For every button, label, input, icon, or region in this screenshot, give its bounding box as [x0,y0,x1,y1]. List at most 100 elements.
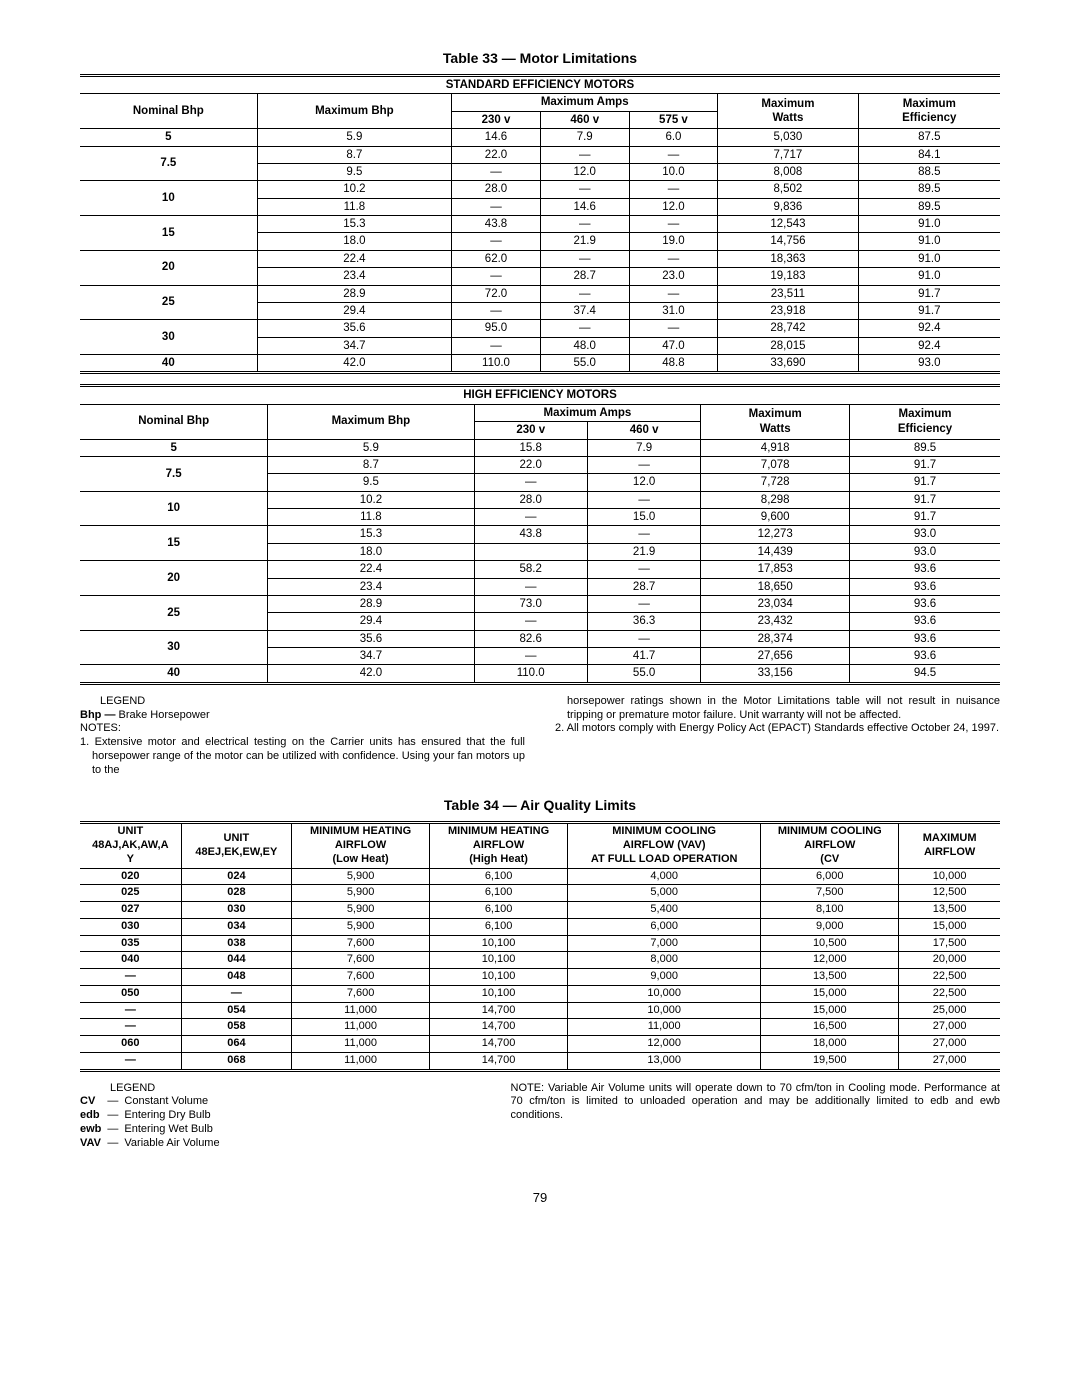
table33-title: Table 33 — Motor Limitations [80,50,1000,66]
legend33: LEGEND Bhp — Brake Horsepower NOTES: 1. … [80,695,1000,778]
nominal-bhp-cell: 30 [80,320,257,355]
table-cell: 7.9 [587,439,700,456]
col-mincool-cv: MINIMUM COOLINGAIRFLOW(CV [761,823,899,868]
table-cell: — [587,561,700,578]
table-cell: 5,030 [718,129,858,146]
table-cell: 23.0 [629,268,718,285]
table-cell: 5.9 [268,439,474,456]
table-cell: 12,000 [761,952,899,969]
table-cell: 28.7 [540,268,629,285]
table-cell: 14,756 [718,233,858,250]
table-cell: 7.9 [540,129,629,146]
col-max-eff-h: MaximumEfficiency [850,404,1000,439]
page-number: 79 [80,1190,1000,1205]
table33-standard: STANDARD EFFICIENCY MOTORS Nominal Bhp M… [80,74,1000,374]
table-cell: — [540,250,629,267]
table-cell: 10,500 [761,935,899,952]
table-cell: 93.6 [850,595,1000,612]
table-cell: 18.0 [268,543,474,560]
table-cell: 12.0 [629,198,718,215]
col-unit1: UNIT48AJ,AK,AW,AY [80,823,181,868]
table-cell: 41.7 [587,648,700,665]
table-cell: 91.7 [850,509,1000,526]
table-cell: 27,000 [899,1019,1000,1036]
table-cell: 7,600 [292,985,430,1002]
table-cell: 12.0 [587,474,700,491]
table-cell: 9,000 [568,969,761,986]
table-cell: 93.6 [850,630,1000,647]
table-cell: — [452,268,541,285]
legend34-items: CV—Constant Volumeedb—Entering Dry Bulbe… [80,1095,226,1150]
table-cell: 91.0 [858,216,1000,233]
nominal-bhp-cell: 7.5 [80,456,268,491]
unit-cell: — [80,1002,181,1019]
table-cell: — [587,526,700,543]
table-cell: — [474,613,587,630]
table-cell: 42.0 [268,665,474,683]
table-cell: 5,400 [568,902,761,919]
table-cell: 19.0 [629,233,718,250]
table-cell: — [474,578,587,595]
table-cell: 10,000 [568,1002,761,1019]
col-max-eff: MaximumEfficiency [858,94,1000,129]
unit-cell: 068 [181,1052,291,1070]
col-max-bhp-h: Maximum Bhp [268,404,474,439]
unit-cell: 020 [80,868,181,885]
table-cell: — [587,595,700,612]
table-cell: 33,156 [701,665,850,683]
table-cell: 15,000 [899,918,1000,935]
table-cell: 10,100 [430,935,568,952]
table-cell: 14.6 [540,198,629,215]
nominal-bhp-cell: 10 [80,491,268,526]
table-cell: 28,742 [718,320,858,337]
table-cell: 14,700 [430,1052,568,1070]
table-cell: 31.0 [629,302,718,319]
table-cell: 89.5 [858,198,1000,215]
table-cell: 8.7 [257,146,452,163]
table-cell: 23.4 [257,268,452,285]
table-cell: 35.6 [257,320,452,337]
table-cell: 11,000 [292,1052,430,1070]
table34-title: Table 34 — Air Quality Limits [80,797,1000,813]
table-cell: — [540,320,629,337]
legend-abbr: VAV [80,1137,107,1151]
table-cell: 18,363 [718,250,858,267]
table-cell: — [452,337,541,354]
table-cell: — [474,474,587,491]
table-cell: 6,000 [761,868,899,885]
nominal-bhp-cell: 40 [80,355,257,373]
table-cell: 87.5 [858,129,1000,146]
table-cell: 7,078 [701,456,850,473]
table-cell: 33,690 [718,355,858,373]
table-cell: 6,100 [430,918,568,935]
table-cell: 11,000 [292,1002,430,1019]
table-cell: 7,600 [292,969,430,986]
table-cell: 14,700 [430,1002,568,1019]
table-cell: 91.7 [850,491,1000,508]
table-cell: 55.0 [587,665,700,683]
high-header: HIGH EFFICIENCY MOTORS [80,386,1000,404]
table-cell: 23,432 [701,613,850,630]
col-unit2: UNIT48EJ,EK,EW,EY [181,823,291,868]
table-cell: 22.0 [474,456,587,473]
table-cell: 28.9 [257,285,452,302]
table-cell: 91.7 [858,302,1000,319]
note1: 1. Extensive motor and electrical testin… [80,736,525,777]
table-cell: 5,900 [292,918,430,935]
table-cell: 11,000 [292,1019,430,1036]
table-cell: 11,000 [568,1019,761,1036]
table-cell: — [452,198,541,215]
col-460v-h: 460 v [587,422,700,439]
table-cell: 22.4 [257,250,452,267]
table-cell: 4,000 [568,868,761,885]
table-cell: 14,700 [430,1036,568,1053]
table-cell: 15,000 [761,985,899,1002]
table-cell: 7,600 [292,952,430,969]
table-cell: 48.0 [540,337,629,354]
legend-abbr: ewb [80,1123,107,1137]
table-cell: 89.5 [858,181,1000,198]
table-cell: 91.0 [858,233,1000,250]
table-cell: 28,374 [701,630,850,647]
table-cell: 15.0 [587,509,700,526]
unit-cell: 025 [80,885,181,902]
